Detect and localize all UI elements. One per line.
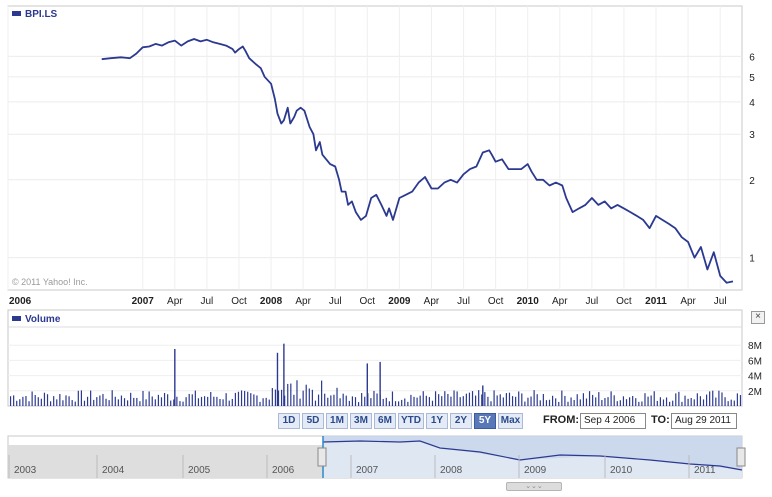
price-y-tick-label: 3	[749, 130, 755, 141]
x-tick-label: Oct	[231, 296, 247, 307]
x-tick-label: Oct	[360, 296, 376, 307]
navigator-year-label: 2006	[272, 465, 295, 476]
x-tick-label: Apr	[424, 296, 440, 307]
price-series-line	[101, 38, 734, 284]
navigator-year-label: 2007	[356, 465, 379, 476]
from-label: FROM:	[543, 414, 580, 426]
x-tick-label: Apr	[552, 296, 568, 307]
navigator-left-handle[interactable]	[317, 447, 327, 467]
price-y-tick-label: 5	[749, 73, 755, 84]
price-y-tick-label: 6	[749, 52, 755, 63]
navigator-year-label: 2009	[524, 465, 547, 476]
x-tick-label: Apr	[167, 296, 183, 307]
x-tick-label: Jul	[201, 296, 214, 307]
navigator-selected-area	[323, 441, 742, 478]
navigator-history-area	[8, 445, 323, 478]
navigator-year-label: 2011	[694, 465, 716, 476]
price-y-tick-label: 2	[749, 176, 755, 187]
navigator-year-label: 2008	[440, 465, 463, 476]
legend-swatch-price	[12, 11, 21, 16]
x-tick-label: 2008	[260, 296, 283, 307]
legend-swatch-volume	[12, 316, 21, 321]
legend-price: BPI.LS	[25, 9, 58, 20]
navigator-scroll-grip[interactable]: ⌄⌄⌄	[506, 482, 562, 491]
legend-volume: Volume	[25, 314, 61, 325]
x-tick-label: 2011	[645, 296, 667, 307]
x-tick-label: 2009	[388, 296, 411, 307]
x-tick-label: Jul	[329, 296, 342, 307]
price-panel	[7, 5, 743, 291]
watermark-text: © 2011 Yahoo! Inc.	[12, 277, 88, 287]
range-button-6m[interactable]: 6M	[374, 413, 396, 429]
range-button-1d[interactable]: 1D	[278, 413, 300, 429]
range-button-1m[interactable]: 1M	[326, 413, 348, 429]
range-button-max[interactable]: Max	[498, 413, 523, 429]
x-tick-label: 2010	[517, 296, 540, 307]
range-button-3m[interactable]: 3M	[350, 413, 372, 429]
x-tick-label: Jul	[585, 296, 598, 307]
x-tick-label: Oct	[488, 296, 504, 307]
volume-panel	[7, 309, 743, 407]
x-tick-label: 2006	[9, 296, 32, 307]
navigator-year-label: 2003	[14, 465, 37, 476]
to-date-input[interactable]: Aug 29 2011	[671, 413, 737, 429]
x-tick-label: Jul	[714, 296, 727, 307]
price-y-tick-label: 4	[749, 98, 755, 109]
navigator-right-handle[interactable]	[736, 447, 746, 467]
x-tick-label: Jul	[457, 296, 470, 307]
volume-y-tick-label: 2M	[748, 387, 762, 398]
range-button-5d[interactable]: 5D	[302, 413, 324, 429]
volume-y-tick-label: 6M	[748, 356, 762, 367]
volume-y-tick-label: 8M	[748, 341, 762, 352]
to-label: TO:	[651, 414, 670, 426]
x-tick-label: Oct	[616, 296, 632, 307]
range-button-1y[interactable]: 1Y	[426, 413, 448, 429]
close-volume-button[interactable]: ×	[751, 311, 765, 324]
range-button-5y[interactable]: 5Y	[474, 413, 496, 429]
range-button-2y[interactable]: 2Y	[450, 413, 472, 429]
navigator-line	[322, 440, 743, 471]
price-y-tick-label: 1	[749, 254, 755, 265]
volume-y-tick-label: 4M	[748, 372, 762, 383]
navigator-year-label: 2010	[610, 465, 633, 476]
navigator-year-label: 2005	[188, 465, 211, 476]
x-tick-label: Apr	[295, 296, 311, 307]
navigator-year-label: 2004	[102, 465, 125, 476]
x-tick-label: Apr	[680, 296, 696, 307]
x-tick-label: 2007	[132, 296, 155, 307]
range-button-ytd[interactable]: YTD	[398, 413, 424, 429]
from-date-input[interactable]: Sep 4 2006	[580, 413, 646, 429]
